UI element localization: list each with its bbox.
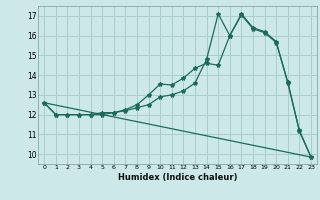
X-axis label: Humidex (Indice chaleur): Humidex (Indice chaleur)	[118, 173, 237, 182]
